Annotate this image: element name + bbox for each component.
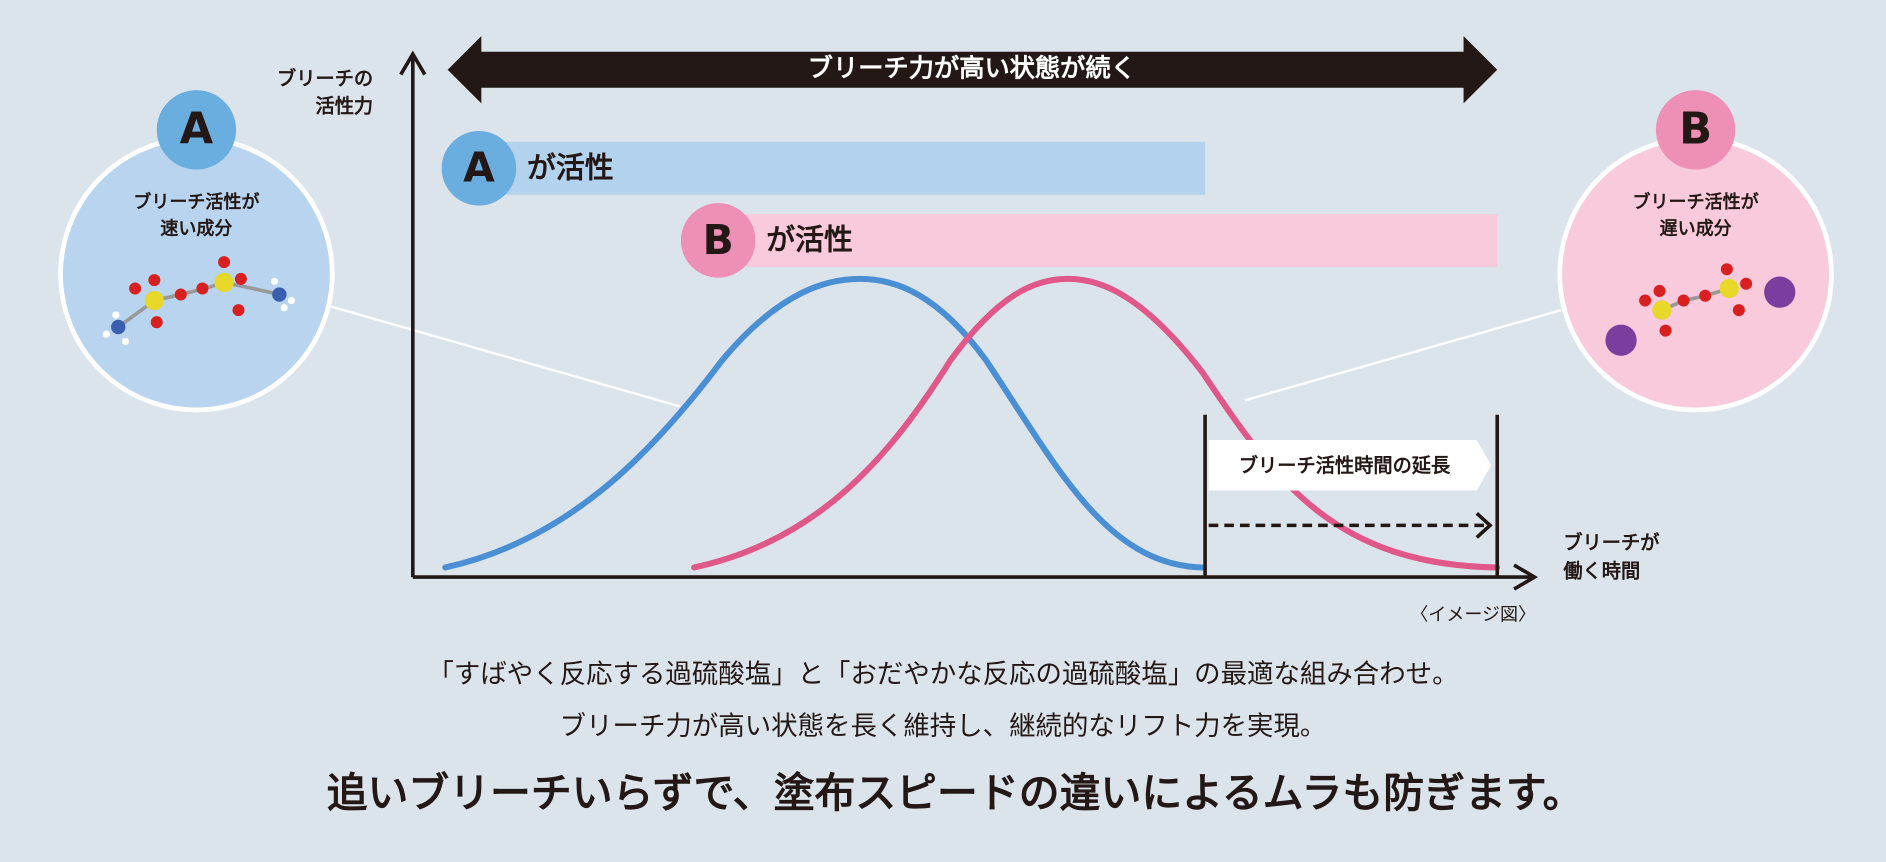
extension-label: ブリーチ活性時間の延長 — [1239, 454, 1451, 477]
top-arrow-label: ブリーチ力が高い状態が続く — [808, 54, 1136, 83]
top-arrow — [447, 36, 1498, 104]
x-axis-label: 働く時間 — [1562, 560, 1640, 583]
circle-a-badge — [156, 90, 237, 170]
circle-b-text: ブリーチ活性が — [1633, 191, 1760, 213]
bar-b-text: が活性 — [766, 223, 853, 257]
circle-a-text: ブリーチ活性が — [133, 191, 260, 213]
circle-b-text: 遅い成分 — [1660, 218, 1732, 240]
note: 〈イメージ図〉 — [1410, 605, 1536, 626]
circle-a-badge-text: A — [180, 105, 214, 155]
y-axis-head — [399, 50, 427, 76]
bar-b-badge-text: B — [703, 216, 734, 264]
circle-b — [1557, 135, 1834, 413]
bar-a — [478, 141, 1206, 195]
molecule-b — [1605, 263, 1796, 356]
bar-a-badge — [441, 131, 517, 206]
connector-a — [330, 305, 681, 408]
caption-line: 「すばやく反応する過硫酸塩」と「おだやかな反応の過硫酸塩」の最適な組み合わせ。 — [427, 659, 1458, 690]
bar-a-badge-text: A — [463, 144, 495, 192]
bar-b-badge — [680, 203, 756, 278]
curve-b — [691, 275, 1501, 571]
extension-arrow-head — [1475, 512, 1493, 539]
circle-a — [58, 135, 335, 413]
caption-line: ブリーチ力が高い状態を長く維持し、継続的なリフト力を実現。 — [560, 711, 1327, 742]
bar-a-text: が活性 — [527, 151, 614, 185]
connector-b — [1244, 309, 1562, 402]
circle-b-badge-text: B — [1679, 105, 1712, 155]
extension-label-box — [1208, 440, 1492, 491]
circle-a-text: 速い成分 — [160, 218, 232, 240]
y-axis-label: ブリーチの — [277, 67, 373, 90]
molecule-a — [102, 256, 295, 346]
x-axis-label: ブリーチが — [1563, 531, 1660, 554]
bar-b — [718, 213, 1498, 267]
circle-b-badge — [1655, 90, 1736, 170]
headline: 追いブリーチいらずで、塗布スピードの違いによるムラも防ぎます。 — [327, 769, 1584, 817]
x-axis-head — [1513, 563, 1539, 591]
curve-a — [442, 275, 1206, 571]
y-axis-label: 活性力 — [315, 94, 373, 117]
